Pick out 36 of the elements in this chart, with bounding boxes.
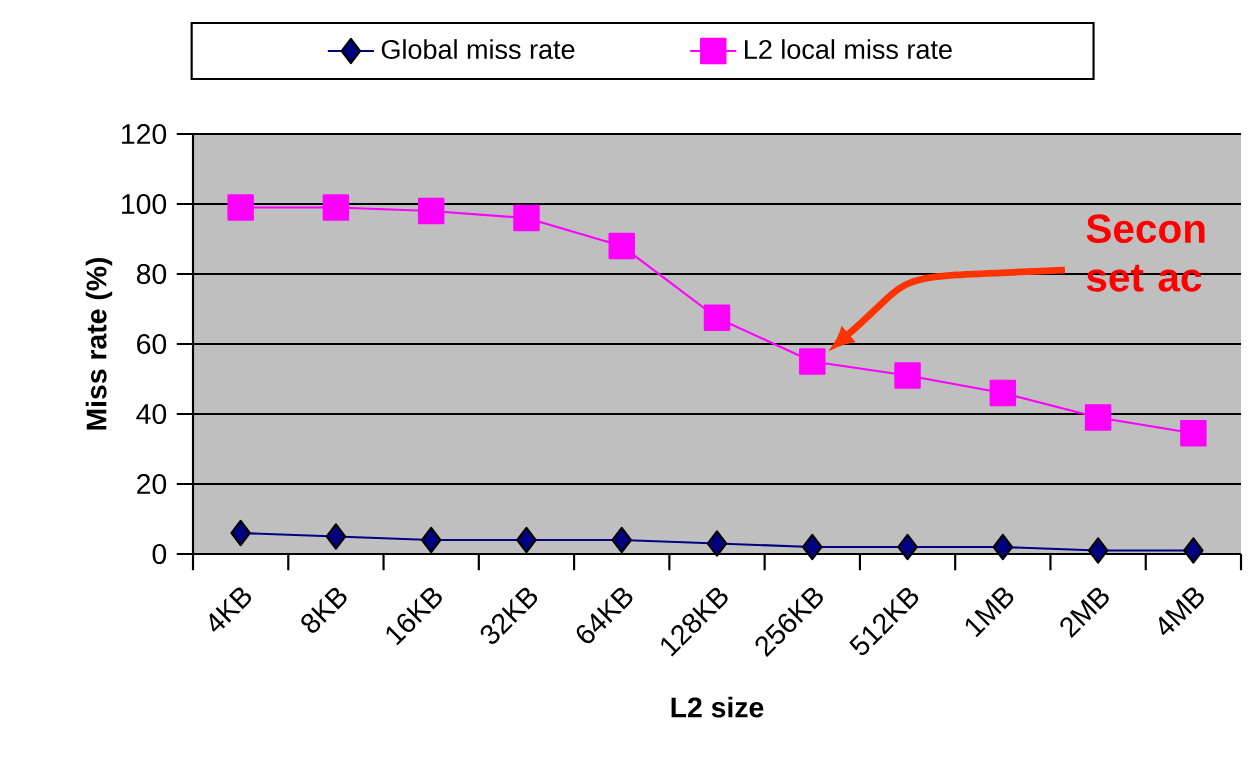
x-axis-title: L2 size bbox=[671, 696, 764, 718]
legend-label: L2 local miss rate bbox=[745, 39, 952, 59]
point bbox=[989, 379, 1017, 407]
point bbox=[230, 519, 251, 547]
point bbox=[513, 204, 540, 232]
point bbox=[897, 533, 918, 561]
y-tick-label: 80 bbox=[136, 263, 167, 285]
point bbox=[608, 232, 635, 260]
x-tick-label: 8KB bbox=[301, 587, 347, 633]
point bbox=[802, 533, 823, 561]
point bbox=[1180, 420, 1207, 447]
y-tick-label: 40 bbox=[136, 403, 167, 425]
point bbox=[611, 526, 632, 554]
point bbox=[1183, 537, 1204, 564]
point bbox=[420, 526, 442, 554]
y-tick-label: 120 bbox=[122, 123, 167, 145]
x-tick-label: 4MB bbox=[1158, 587, 1204, 636]
point bbox=[703, 304, 731, 331]
x-tick-label: 4KB bbox=[209, 587, 252, 632]
y-tick-label: 0 bbox=[152, 543, 167, 565]
point bbox=[706, 530, 728, 557]
point bbox=[799, 348, 826, 375]
point bbox=[227, 194, 254, 221]
point bbox=[1084, 404, 1112, 431]
y-tick-label: 60 bbox=[137, 333, 167, 355]
point bbox=[325, 523, 347, 550]
point bbox=[894, 362, 921, 389]
y-tick-label: 100 bbox=[122, 193, 167, 215]
y-axis-title: Miss rate (%) bbox=[85, 258, 113, 430]
point bbox=[417, 197, 445, 225]
point bbox=[322, 194, 350, 221]
legend-label: Global miss rate bbox=[381, 39, 575, 59]
y-tick-label: 20 bbox=[137, 473, 167, 495]
point bbox=[516, 526, 537, 554]
point bbox=[1087, 537, 1109, 564]
point bbox=[992, 533, 1014, 561]
